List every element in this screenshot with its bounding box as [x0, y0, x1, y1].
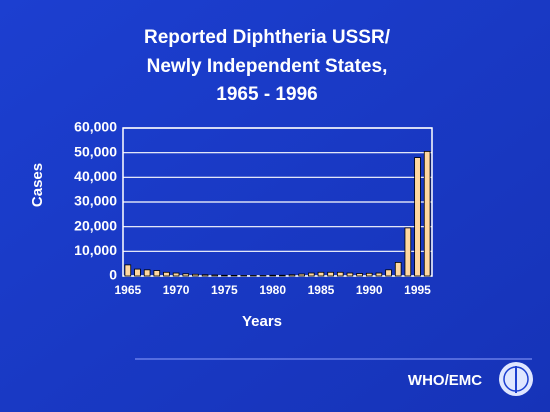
bar — [288, 274, 296, 277]
bar — [356, 273, 363, 277]
bar — [163, 271, 170, 277]
bar — [192, 273, 199, 277]
x-tick-label: 1995 — [404, 283, 431, 297]
bar — [134, 268, 141, 277]
x-tick-label: 1975 — [211, 283, 238, 297]
bar — [307, 272, 315, 277]
bar — [375, 272, 383, 277]
bar — [327, 271, 334, 277]
x-tick-label: 1970 — [163, 283, 190, 297]
bar — [124, 264, 132, 277]
bar — [423, 151, 431, 277]
bar — [346, 272, 354, 277]
bar — [279, 274, 286, 277]
y-tick-label: 20,000 — [74, 217, 117, 233]
chart-title: Newly Independent States, — [147, 56, 388, 77]
bar — [211, 274, 219, 277]
bar — [394, 262, 402, 277]
bar — [404, 227, 412, 277]
y-tick-label: 50,000 — [74, 143, 117, 159]
x-tick-label: 1985 — [308, 283, 335, 297]
bar — [201, 274, 209, 277]
y-tick-label: 60,000 — [74, 119, 117, 135]
bar — [414, 157, 421, 277]
y-tick-label: 0 — [109, 267, 117, 283]
bar — [153, 270, 161, 277]
x-axis-label: Years — [242, 313, 282, 330]
bar — [298, 273, 305, 277]
x-tick-label: 1980 — [259, 283, 286, 297]
who-logo — [499, 362, 533, 396]
x-tick-label: 1965 — [114, 283, 141, 297]
y-tick-label: 10,000 — [74, 242, 117, 258]
footer: WHO/EMC — [408, 372, 482, 389]
bar — [336, 271, 344, 277]
bar — [172, 272, 180, 277]
bar — [221, 274, 228, 277]
bar — [182, 273, 190, 277]
y-axis-label: Cases — [29, 163, 46, 207]
chart-title: 1965 - 1996 — [216, 84, 317, 105]
bar — [230, 274, 238, 277]
y-tick-label: 30,000 — [74, 193, 117, 209]
bar — [269, 274, 276, 277]
bar — [385, 269, 392, 277]
bar — [317, 271, 325, 277]
bar — [143, 269, 151, 277]
chart-title: Reported Diphtheria USSR/ — [144, 27, 391, 48]
x-tick-label: 1990 — [356, 283, 383, 297]
y-tick-label: 40,000 — [74, 168, 117, 184]
bar — [365, 272, 373, 277]
